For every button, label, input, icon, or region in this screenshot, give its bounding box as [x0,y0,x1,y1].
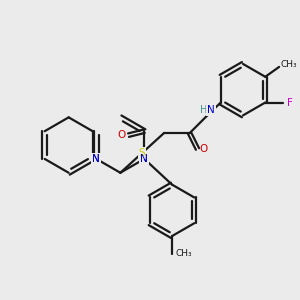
Text: S: S [139,148,146,158]
Text: N: N [140,154,148,164]
Text: N: N [140,154,148,164]
Text: O: O [199,144,208,154]
Text: O: O [118,130,126,140]
Text: CH₃: CH₃ [281,60,297,69]
Text: N: N [92,154,100,164]
Text: CH₃: CH₃ [176,249,192,258]
Text: N: N [208,105,215,116]
Text: N: N [92,154,100,164]
Text: H: H [200,105,207,116]
Text: N: N [140,154,148,164]
Text: N: N [92,154,100,164]
Text: F: F [287,98,293,107]
